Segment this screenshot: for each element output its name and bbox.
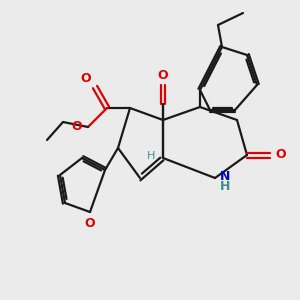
Text: O: O (158, 69, 168, 82)
Text: N: N (220, 169, 230, 182)
Text: O: O (275, 148, 286, 161)
Text: H: H (147, 151, 155, 161)
Text: H: H (220, 181, 230, 194)
Text: O: O (80, 72, 91, 85)
Text: O: O (71, 119, 82, 133)
Text: O: O (85, 217, 95, 230)
